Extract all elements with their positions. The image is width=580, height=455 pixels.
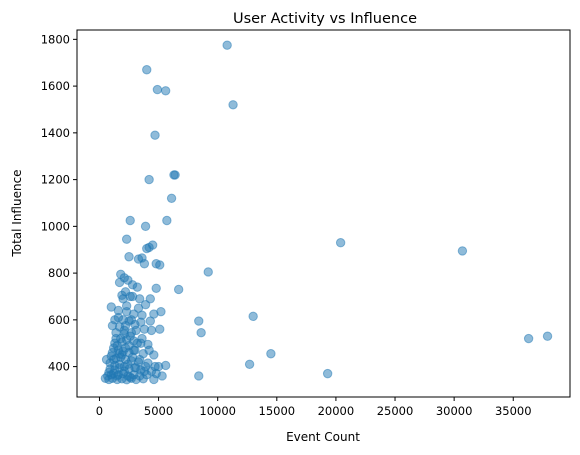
x-tick-label: 25000: [377, 404, 414, 418]
data-point: [119, 366, 129, 376]
data-point: [124, 252, 134, 262]
data-point: [144, 345, 154, 355]
x-tick-label: 35000: [495, 404, 532, 418]
y-tick-label: 1400: [41, 126, 70, 140]
data-point: [139, 259, 150, 269]
data-point: [145, 316, 156, 326]
data-point: [140, 221, 151, 232]
data-point: [121, 234, 132, 244]
data-point: [222, 40, 232, 50]
data-point: [150, 361, 160, 372]
data-point: [131, 363, 141, 373]
data-point: [322, 368, 333, 379]
data-point: [137, 333, 147, 344]
data-point: [155, 324, 165, 334]
y-tick-label: 800: [48, 266, 70, 280]
data-point: [266, 349, 276, 359]
data-point: [152, 84, 163, 95]
data-point: [150, 130, 160, 140]
data-point: [134, 354, 145, 365]
y-tick-label: 1200: [41, 173, 70, 187]
x-axis: 0 5000 10000 15000 20000 25000 30000 35000: [96, 397, 532, 418]
data-point: [125, 215, 135, 226]
data-point: [166, 193, 177, 204]
data-point: [194, 371, 204, 381]
data-point: [121, 301, 132, 311]
data-point: [162, 215, 172, 226]
data-point: [542, 331, 553, 341]
data-point: [119, 329, 129, 339]
data-point: [144, 174, 154, 185]
y-tick-label: 400: [48, 360, 70, 374]
data-point: [108, 354, 119, 365]
x-tick-label: 0: [96, 404, 103, 418]
data-point: [228, 100, 238, 110]
y-tick-label: 600: [48, 313, 70, 327]
y-axis-label: Total Influence: [10, 169, 24, 257]
data-point: [335, 238, 346, 248]
data-point: [157, 371, 167, 381]
data-point: [196, 328, 206, 338]
x-tick-label: 5000: [144, 404, 173, 418]
data-point: [244, 359, 255, 369]
data-point: [114, 277, 125, 288]
data-point: [110, 338, 120, 348]
x-tick-label: 10000: [199, 404, 236, 418]
data-point: [132, 282, 142, 292]
plot-frame: [76, 29, 571, 398]
x-tick-label: 30000: [436, 404, 473, 418]
data-point: [142, 65, 152, 75]
data-point: [160, 360, 171, 371]
data-point: [156, 306, 166, 317]
data-point: [457, 246, 468, 256]
data-point: [142, 243, 152, 254]
data-point: [113, 312, 124, 323]
x-tick-label: 20000: [318, 404, 355, 418]
y-axis: 400 600 800 1000 1200 1400 1600 1800: [41, 32, 77, 374]
chart-title: User Activity vs Influence: [233, 11, 417, 27]
x-tick-label: 15000: [259, 404, 296, 418]
data-point: [523, 333, 534, 344]
data-point: [114, 349, 125, 359]
y-tick-label: 1600: [41, 79, 70, 93]
data-point: [127, 291, 138, 302]
data-point: [194, 316, 204, 326]
y-tick-label: 1800: [41, 32, 70, 46]
data-point: [173, 284, 184, 295]
data-point: [203, 267, 213, 277]
data-point: [160, 86, 171, 96]
data-point: [149, 374, 159, 385]
x-axis-label: Event Count: [286, 430, 360, 444]
points-layer: [100, 40, 553, 385]
data-point: [106, 370, 116, 380]
data-point: [155, 260, 165, 270]
data-point: [169, 170, 179, 180]
data-point: [146, 325, 157, 336]
data-point: [133, 303, 144, 313]
data-point: [248, 311, 258, 322]
data-point: [125, 372, 135, 382]
data-point: [151, 283, 161, 293]
data-point: [139, 366, 150, 376]
data-point: [124, 340, 134, 351]
y-tick-label: 1000: [41, 219, 70, 233]
data-point: [126, 315, 137, 325]
